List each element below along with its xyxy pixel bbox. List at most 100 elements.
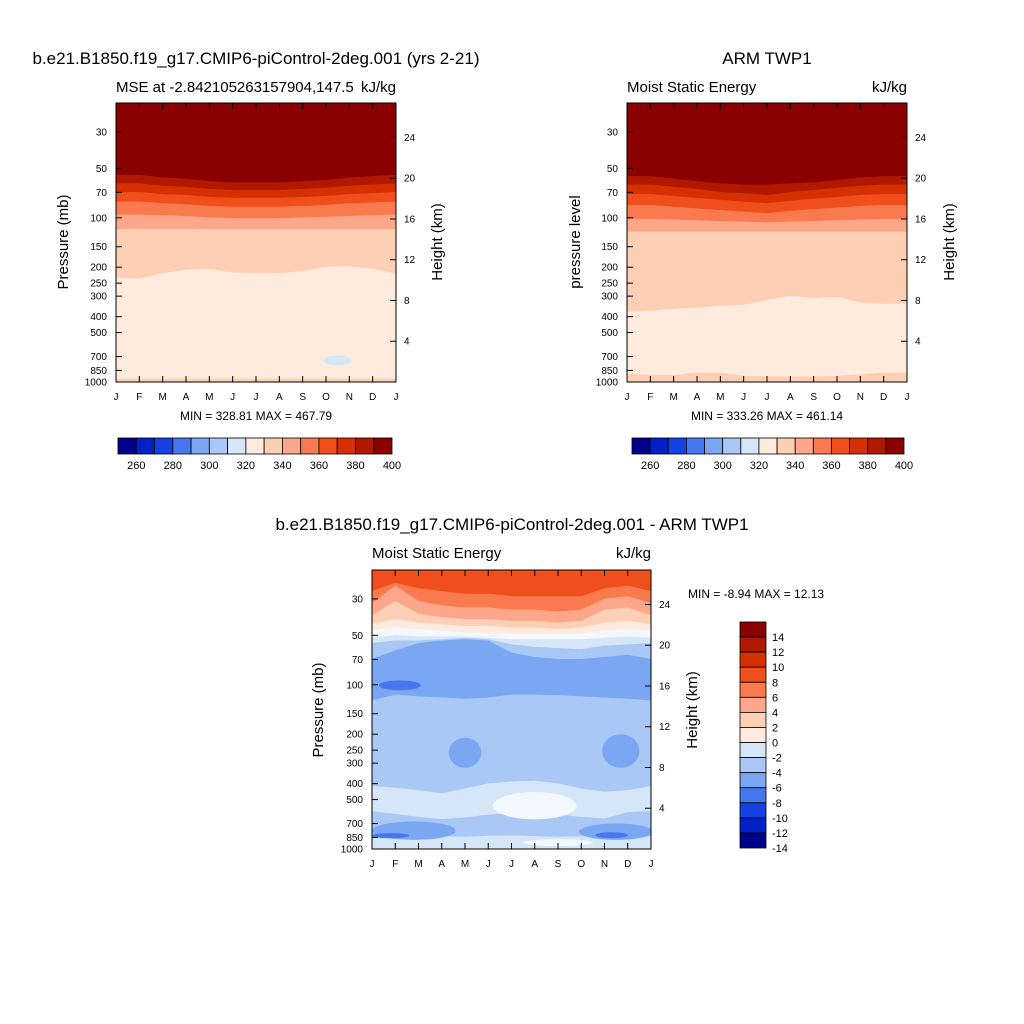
colorbar-swatch	[739, 832, 767, 849]
y-tick-label-pressure: 70	[607, 188, 619, 199]
x-tick-label: J	[765, 392, 770, 403]
contour-band-400-0	[627, 103, 907, 186]
colorbar-label: 6	[772, 692, 778, 704]
y-tick-label-height: 16	[404, 214, 416, 225]
colorbar-label: -6	[772, 783, 782, 795]
colorbar-swatch	[154, 437, 174, 455]
y-tick-label-height: 20	[659, 641, 671, 652]
x-tick-label: F	[392, 859, 398, 870]
x-tick-label: O	[322, 392, 330, 403]
colorbar-swatch	[336, 437, 356, 455]
colorbar-label: 0	[772, 738, 778, 750]
colorbar-swatch	[739, 636, 767, 653]
y-tick-label-pressure: 700	[601, 352, 618, 363]
x-tick-label: M	[205, 392, 213, 403]
x-tick-label: N	[346, 392, 353, 403]
panel-obs-subtitle-left: Moist Static Energy	[627, 79, 757, 96]
contour-band-330-7	[116, 266, 396, 380]
panel-obs-subtitle-right: kJ/kg	[872, 79, 907, 96]
colorbar-swatch	[318, 437, 338, 455]
x-tick-label: S	[810, 392, 817, 403]
x-tick-label: A	[787, 392, 794, 403]
y-tick-label-pressure: 1000	[596, 378, 619, 389]
colorbar-label: 12	[772, 647, 784, 659]
panel-obs-title: ARM TWP1	[722, 49, 811, 68]
y-tick-label-pressure: 70	[352, 655, 364, 666]
colorbar-label: 4	[772, 707, 778, 719]
y-tick-label-pressure: 200	[90, 263, 107, 274]
colorbar-swatch	[885, 437, 905, 455]
colorbar-swatch	[686, 437, 705, 455]
colorbar-label: -14	[772, 843, 788, 855]
x-tick-label: S	[555, 859, 562, 870]
y-tick-label-height: 16	[659, 681, 671, 692]
x-tick-label: J	[486, 859, 491, 870]
y-tick-label-height: 20	[404, 174, 416, 185]
colorbar-swatch	[667, 437, 687, 455]
y-tick-label-pressure: 50	[352, 631, 364, 642]
y-tick-label-pressure: 300	[346, 759, 363, 770]
x-tick-label: J	[509, 859, 514, 870]
panel-model-subtitle-left: MSE at -2.842105263157904,147.5	[116, 79, 354, 96]
contour-blob-320-0	[323, 355, 352, 366]
panel-diff-title: b.e21.B1850.f19_g17.CMIP6-piControl-2deg…	[275, 515, 748, 534]
x-tick-label: J	[254, 392, 259, 403]
panel-obs-colorbar: 260 280 300 320 340 360 380 400	[631, 437, 913, 472]
x-tick-label: A	[694, 392, 701, 403]
colorbar-swatch	[263, 437, 283, 455]
colorbar-swatch	[739, 817, 767, 834]
y-tick-label-height: 12	[404, 255, 416, 266]
y-tick-label-pressure: 200	[346, 730, 363, 741]
x-tick-label: A	[276, 392, 283, 403]
panel-diff-ylabel-right: Height (km)	[684, 671, 701, 749]
colorbar-swatch	[740, 437, 760, 455]
contour-blob--10-0	[378, 680, 421, 691]
colorbar-swatch	[758, 437, 778, 455]
y-tick-label-pressure: 150	[346, 709, 363, 720]
y-tick-label-pressure: 30	[96, 127, 108, 138]
y-tick-label-height: 4	[404, 337, 410, 348]
colorbar-swatch	[739, 772, 767, 789]
colorbar-label: 320	[750, 460, 768, 472]
panel-obs-ylabel: pressure level	[567, 195, 584, 288]
y-tick-label-pressure: 500	[601, 328, 618, 339]
y-tick-label-pressure: 30	[607, 127, 619, 138]
y-tick-label-pressure: 100	[90, 213, 107, 224]
colorbar-swatch	[117, 437, 137, 455]
panel-diff-contours	[372, 570, 651, 849]
panel-obs-axes: J F M A M J J A S O N D J 30 50 70 100 150 200 250 300 400 500…	[596, 103, 927, 403]
x-tick-label: A	[531, 859, 538, 870]
y-tick-label-pressure: 300	[601, 292, 618, 303]
panel-model-axes: J F M A M J J A S O N D J 30 50 70 100 150 200 250 300 400 500…	[85, 103, 416, 403]
y-tick-label-pressure: 250	[90, 279, 107, 290]
y-tick-label-pressure: 70	[96, 188, 108, 199]
panel-model-title: b.e21.B1850.f19_g17.CMIP6-piControl-2deg…	[33, 49, 480, 68]
colorbar-label: 340	[273, 460, 291, 472]
panel-model-ylabel: Pressure (mb)	[55, 194, 72, 289]
panel-model: b.e21.B1850.f19_g17.CMIP6-piControl-2deg…	[33, 49, 480, 472]
panel-diff-colorbar: 14 12 10 8 6 4 2 0 -2 -4 -6 -8 -10 -12 -14	[739, 621, 788, 855]
x-tick-label: F	[136, 392, 142, 403]
colorbar-swatch	[739, 666, 767, 683]
panel-obs-minmax: MIN = 333.26 MAX = 461.14	[691, 409, 843, 423]
y-tick-label-pressure: 850	[346, 833, 363, 844]
contour-band-400-0	[116, 103, 396, 183]
colorbar-label: -10	[772, 813, 788, 825]
y-tick-label-height: 12	[659, 722, 671, 733]
colorbar-swatch	[722, 437, 742, 455]
colorbar-swatch	[208, 437, 228, 455]
panel-diff-subtitle-left: Moist Static Energy	[372, 545, 502, 562]
contour-blob--8-1	[448, 737, 482, 768]
y-tick-label-pressure: 250	[346, 746, 363, 757]
colorbar-swatch	[355, 437, 375, 455]
x-tick-label: J	[370, 859, 375, 870]
panel-obs-contours	[627, 103, 907, 382]
y-tick-label-pressure: 400	[90, 312, 107, 323]
x-tick-label: M	[158, 392, 166, 403]
y-tick-label-pressure: 1000	[85, 378, 108, 389]
y-tick-label-height: 8	[915, 296, 921, 307]
x-tick-label: J	[394, 392, 399, 403]
x-tick-label: S	[299, 392, 306, 403]
y-tick-label-height: 24	[659, 600, 671, 611]
